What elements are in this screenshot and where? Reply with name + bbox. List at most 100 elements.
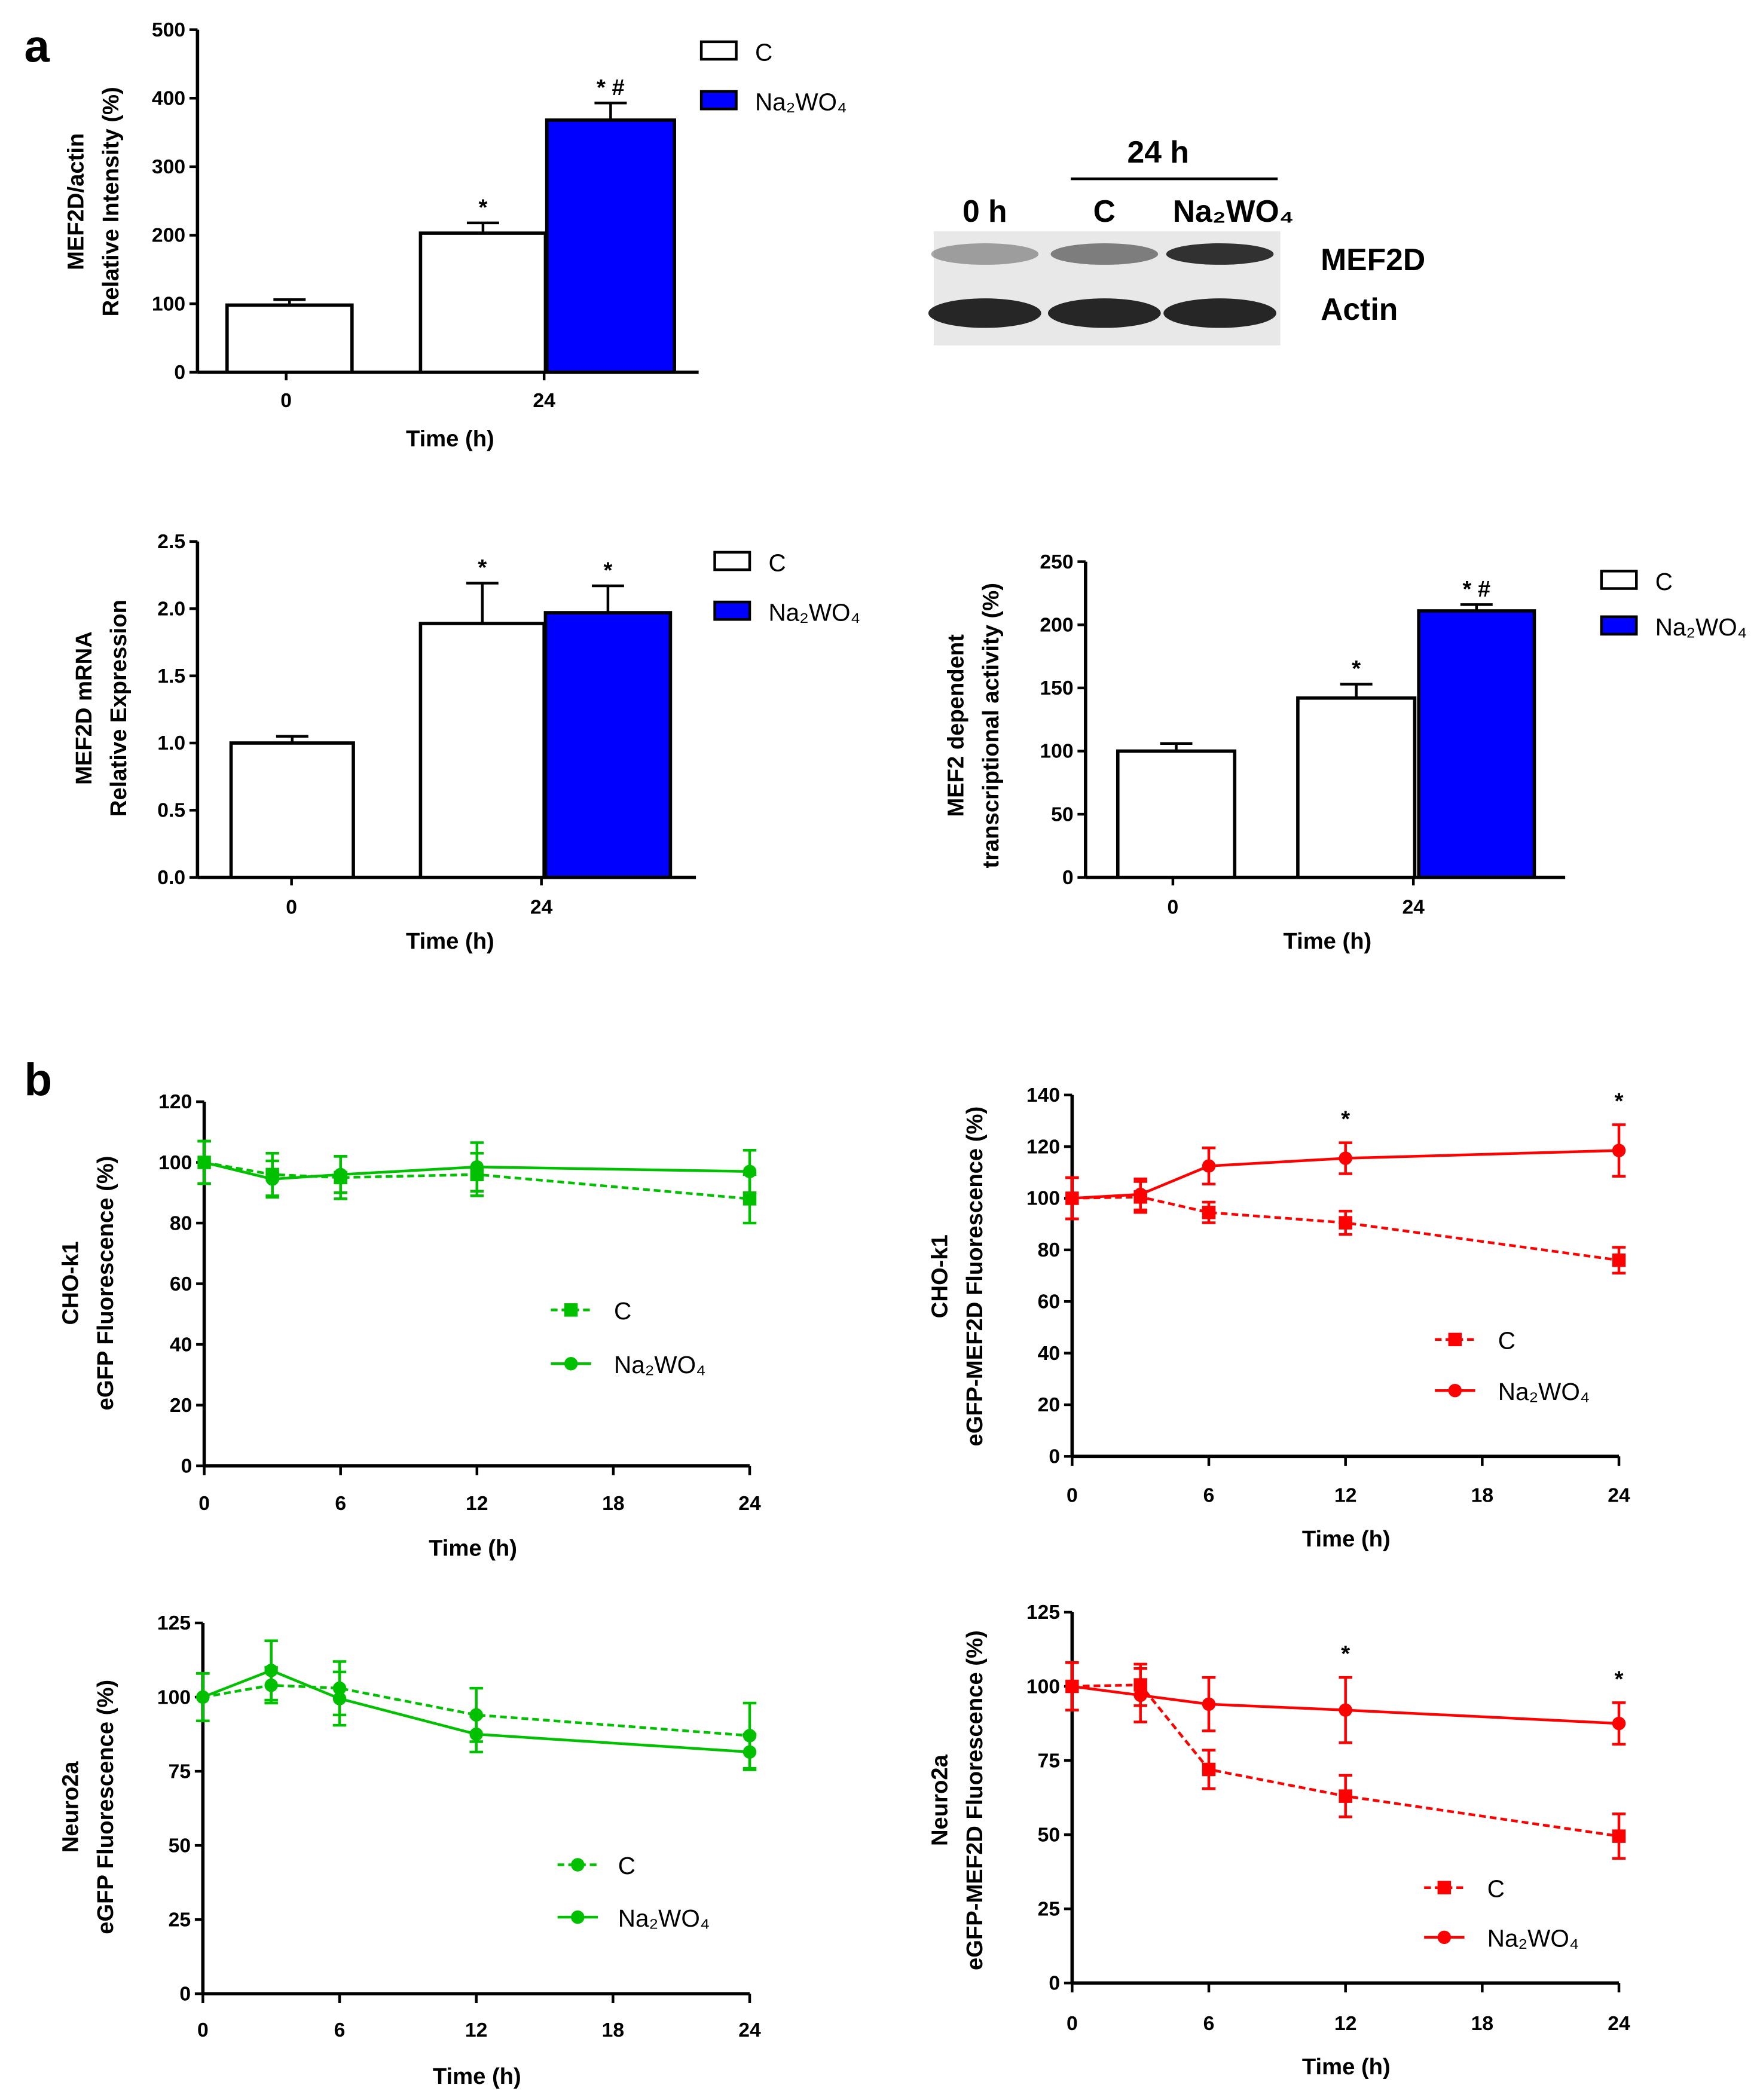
chart-neuro2a-egfp-mef2d: 0 25 50 75 100 125 Neuro2a eGFP-MEF2D Fluoresce… (927, 1601, 1630, 2080)
data-point (469, 1708, 483, 1722)
series-line-C (202, 1683, 750, 1737)
legend-label: Na₂WO₄ (614, 1351, 706, 1378)
actin-band (1163, 298, 1276, 328)
y-tick-label: 400 (152, 87, 185, 110)
bar (1116, 749, 1237, 879)
legend-marker (564, 1357, 578, 1371)
y-tick-label: 75 (169, 1760, 191, 1783)
y-tick-label: 2.0 (157, 597, 185, 620)
y-tick-label: 40 (1038, 1342, 1060, 1365)
data-point (197, 1156, 211, 1169)
y-tick-label: 0.5 (157, 799, 185, 822)
y-axis-label: eGFP-MEF2D Fluorescence (%) (962, 1630, 988, 1970)
y-tick-label: 60 (1038, 1290, 1060, 1313)
y-axis-label: Neuro2a (57, 1761, 83, 1853)
y-tick-label: 125 (157, 1612, 191, 1634)
legend-marker (564, 1303, 578, 1317)
blot-header-24h: 24 h (1127, 135, 1188, 169)
data-point (742, 1192, 757, 1206)
x-axis-label: Time (h) (1302, 1526, 1391, 1552)
legend-swatch (699, 40, 738, 61)
y-tick-label: 150 (1040, 677, 1073, 699)
x-tick-label: 24 (1402, 895, 1425, 918)
legend-label: Na₂WO₄ (1487, 1925, 1579, 1952)
data-point (1612, 1253, 1626, 1267)
x-axis-label: Time (h) (433, 2064, 521, 2089)
legend-label: C (768, 549, 786, 576)
legend-label: C (1498, 1327, 1515, 1355)
x-tick-label: 12 (1334, 2012, 1356, 2035)
y-tick-label: 25 (169, 1908, 191, 1931)
y-tick-label: 200 (152, 224, 185, 247)
data-point (1339, 1151, 1352, 1165)
y-axis-label: eGFP Fluorescence (%) (93, 1156, 118, 1410)
data-point (1612, 1716, 1626, 1731)
data-point (1202, 1206, 1216, 1219)
bar (229, 741, 355, 879)
y-tick-label: 250 (1040, 551, 1073, 573)
y-tick-label: 0.0 (157, 866, 185, 889)
y-tick-label: 80 (170, 1212, 192, 1234)
y-tick-label: 20 (1038, 1393, 1060, 1416)
legend-swatch (713, 600, 751, 621)
legend-label: Na₂WO₄ (1655, 613, 1747, 641)
legend-label: Na₂WO₄ (1498, 1378, 1590, 1405)
x-axis-label: Time (h) (1302, 2054, 1391, 2080)
y-tick-label: 25 (1038, 1897, 1060, 1920)
legend-marker (571, 1858, 585, 1872)
data-point (742, 1745, 757, 1759)
legend-label: C (755, 38, 772, 66)
y-tick-label: 40 (170, 1333, 192, 1356)
chart-mef2d-protein: 0 100 200 300 400 500 MEF2D/actin Relative Inte… (63, 19, 847, 451)
x-tick-label: 18 (1471, 2012, 1493, 2035)
legend-label: Na₂WO₄ (768, 598, 860, 626)
chart-mef2-activity: 0 50 100 150 200 250 MEF2 dependent transcripti… (943, 551, 1747, 954)
y-tick-label: 100 (1026, 1675, 1060, 1698)
y-tick-label: 120 (158, 1090, 192, 1113)
significance-mark: * # (1462, 576, 1490, 602)
y-axis-label: MEF2D mRNA (71, 631, 97, 785)
y-axis-label: eGFP-MEF2D Fluorescence (%) (962, 1106, 988, 1447)
y-tick-label: 500 (152, 19, 185, 41)
data-point (334, 1167, 347, 1182)
mef2d-band (931, 243, 1039, 265)
data-point (264, 1664, 278, 1677)
y-axis-label: MEF2D/actin (63, 133, 88, 270)
x-tick-label: 18 (1471, 1484, 1493, 1507)
y-tick-label: 0 (181, 1454, 192, 1477)
significance-mark: * (1352, 656, 1361, 681)
chart-mef2d-mrna: 0.0 0.5 1.0 1.5 2.0 2.5 MEF2D mRNA Relative Exp… (71, 530, 860, 954)
significance-mark: * # (597, 75, 625, 100)
x-tick-label: 18 (602, 2019, 624, 2041)
y-axis-label: MEF2 dependent (943, 634, 968, 817)
x-tick-label: 6 (334, 2019, 346, 2041)
significance-mark: * (1615, 1666, 1624, 1692)
x-tick-label: 0 (286, 895, 297, 918)
data-point (470, 1160, 484, 1174)
x-tick-label: 12 (1334, 1484, 1356, 1507)
y-tick-label: 60 (170, 1273, 192, 1295)
panel-label-a: a (24, 22, 50, 72)
mef2d-band (1166, 243, 1274, 265)
y-axis-label: CHO-k1 (57, 1241, 83, 1325)
x-axis-label: Time (h) (406, 928, 494, 954)
y-tick-label: 0 (1049, 1445, 1060, 1468)
data-point (265, 1172, 279, 1186)
y-tick-label: 120 (1026, 1135, 1060, 1158)
legend-label: Na₂WO₄ (618, 1905, 710, 1932)
data-point (1202, 1697, 1216, 1711)
panel-label-b: b (24, 1054, 52, 1105)
bar (225, 303, 354, 374)
x-tick-label: 24 (1608, 2012, 1630, 2035)
significance-mark: * (478, 194, 487, 220)
significance-mark: * (1341, 1641, 1350, 1667)
data-point (1339, 1703, 1352, 1717)
x-tick-label: 24 (530, 895, 553, 918)
data-point (742, 1164, 757, 1178)
y-tick-label: 0 (1062, 866, 1074, 889)
significance-mark: * (1341, 1106, 1350, 1132)
x-tick-label: 6 (1203, 1484, 1215, 1507)
data-point (1202, 1159, 1216, 1173)
